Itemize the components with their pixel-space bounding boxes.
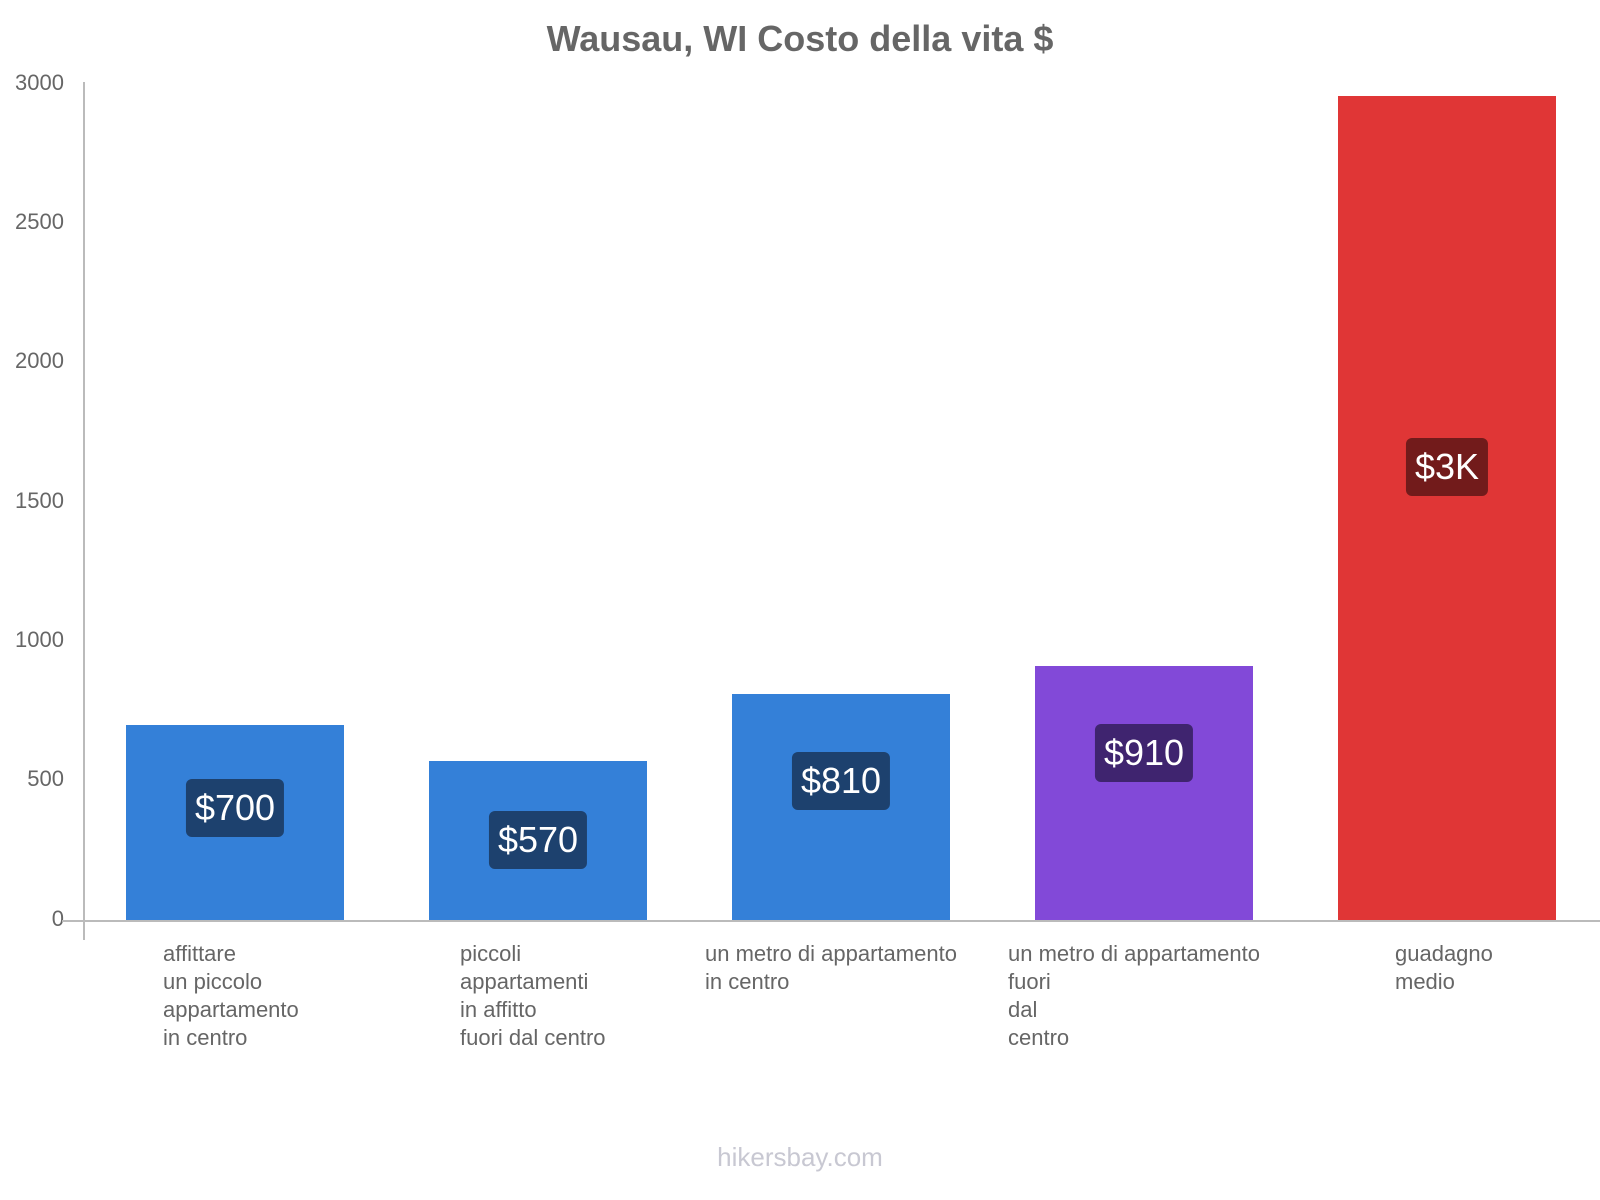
y-tick-0: 0 [51,906,64,931]
x-label-1: piccoli appartamenti in affitto fuori da… [460,941,606,1050]
footer-watermark: hikersbay.com [717,1142,883,1172]
y-tick-2500: 2500 [15,209,64,234]
y-tick-3000: 3000 [15,70,64,95]
y-tick-1500: 1500 [15,488,64,513]
x-label-0: affittare un piccolo appartamento in cen… [163,941,299,1050]
y-axis [83,82,85,940]
bar-value-label: $3K [1405,437,1489,496]
x-label-4: guadagno medio [1395,941,1493,994]
bar-value-label: $910 [1094,723,1194,782]
y-tick-500: 500 [27,766,64,791]
bar-value-label: $810 [791,751,891,810]
x-label-3: un metro di appartamento fuori dal centr… [1008,941,1260,1050]
bar-value-label: $570 [488,811,588,870]
y-tick-2000: 2000 [15,348,64,373]
y-tick-1000: 1000 [15,627,64,652]
bar-value-label: $700 [185,779,285,838]
chart-title: Wausau, WI Costo della vita $ [546,18,1054,59]
x-label-2: un metro di appartamento in centro [705,941,957,994]
bar-3 [1035,666,1253,920]
bar-4 [1338,96,1556,920]
x-axis [62,920,1600,922]
